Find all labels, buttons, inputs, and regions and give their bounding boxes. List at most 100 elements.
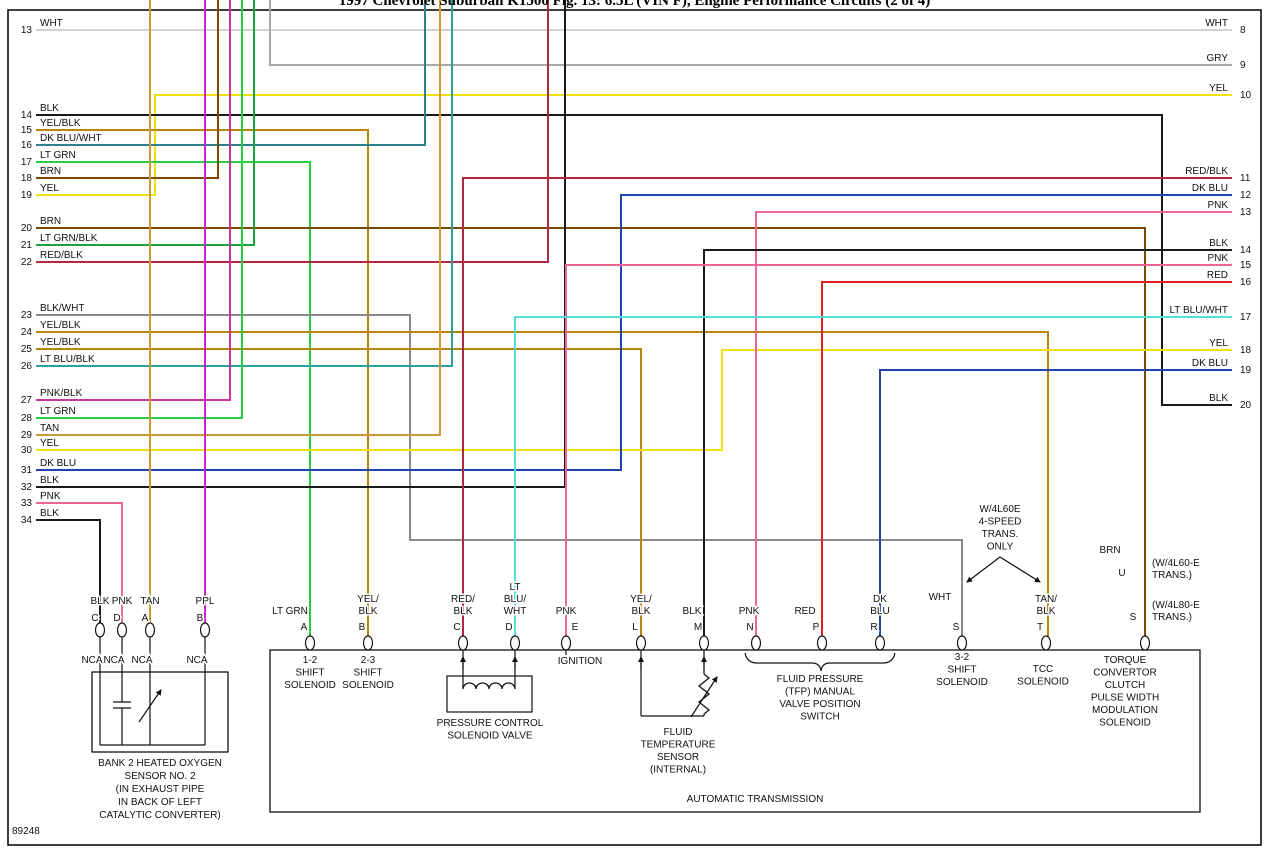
wire-yelblk-25-to-l — [36, 348, 642, 636]
component-label: PULSE WIDTH — [1091, 693, 1159, 704]
terminal-letter: N — [746, 622, 753, 633]
right-pin-label: RED/BLK — [1185, 166, 1228, 177]
wire-dkblu-31-to-12 — [36, 194, 1232, 471]
left-pin-label: TAN — [40, 423, 59, 434]
component-label: SOLENOID — [342, 680, 394, 691]
right-pin-label: RED — [1207, 270, 1228, 281]
right-pin-number: 14 — [1240, 245, 1252, 256]
o2-sensor-caption: CATALYTIC CONVERTER) — [99, 810, 221, 821]
terminal-color-label: BLK — [683, 606, 702, 617]
o2-nca-label: NCA — [186, 655, 207, 666]
wire-blk-14-to-20 — [36, 114, 1232, 406]
component-label: SWITCH — [800, 712, 839, 723]
left-pin-number: 21 — [21, 240, 33, 251]
right-pin-label: PNK — [1207, 200, 1228, 211]
terminal-letter: M — [694, 622, 702, 633]
left-pin-label: PNK/BLK — [40, 388, 83, 399]
right-pin-label: DK BLU — [1192, 183, 1228, 194]
right-pin-number: 18 — [1240, 345, 1252, 356]
terminal-color-label: WHT — [929, 592, 952, 603]
terminal-letter: T — [1037, 622, 1043, 633]
left-pin-number: 31 — [21, 465, 33, 476]
terminal-color-label: LT GRN — [272, 606, 308, 617]
left-pin-number: 15 — [21, 125, 33, 136]
right-pin-label: LT BLU/WHT — [1169, 305, 1228, 316]
terminal-color-label: BLK — [359, 606, 378, 617]
terminal-color-label: BLK — [632, 606, 651, 617]
component-label: CONVERTOR — [1093, 668, 1157, 679]
left-pin-number: 17 — [21, 157, 33, 168]
left-pin-number: 14 — [21, 110, 33, 121]
terminal-N — [750, 635, 762, 651]
terminal-color-label: PNK — [739, 606, 760, 617]
component-label: SOLENOID — [1099, 718, 1151, 729]
left-pin-label: DK BLU — [40, 458, 76, 469]
left-pin-number: 25 — [21, 344, 33, 355]
terminal-color-label: LT — [510, 582, 521, 593]
right-pin-number: 9 — [1240, 60, 1246, 71]
component-label: 2-3 — [361, 655, 376, 666]
wire-pnk-15-to-e — [565, 264, 1232, 636]
component-label: VALVE POSITION — [779, 699, 860, 710]
wire-pnkblk-27-to-top — [36, 0, 231, 401]
right-pin-number: 20 — [1240, 400, 1252, 411]
terminal-letter: C — [453, 622, 460, 633]
component-label: (INTERNAL) — [650, 765, 706, 776]
right-pin-number: 13 — [1240, 207, 1252, 218]
right-pin-label: YEL — [1209, 338, 1228, 349]
o2-sensor-caption: BANK 2 HEATED OXYGEN — [98, 758, 222, 769]
left-pin-number: 27 — [21, 395, 33, 406]
transmission-caption: AUTOMATIC TRANSMISSION — [687, 794, 824, 805]
terminal-color-label: BLK — [1037, 606, 1056, 617]
terminal-T — [1040, 635, 1052, 651]
o2-terminal-B — [199, 622, 211, 638]
terminal-letter: L — [632, 622, 638, 633]
component-label: SHIFT — [296, 668, 325, 679]
component-label: 3-2 — [955, 652, 970, 663]
left-pin-label: WHT — [40, 18, 63, 29]
terminal-letter: B — [359, 622, 366, 633]
terminal-M — [698, 635, 710, 651]
terminal-color-label: RED — [794, 606, 815, 617]
wire-tan-29-to-top — [36, 0, 441, 436]
s-terminal-note: TRANS.) — [1152, 612, 1192, 623]
note-4l60e: W/4L60E — [979, 504, 1020, 515]
wire-yel-30-to-18 — [36, 349, 1232, 451]
left-pin-label: LT GRN — [40, 406, 76, 417]
note-arrow-left — [966, 556, 1001, 583]
note-4l60e: 4-SPEED — [979, 517, 1022, 528]
component-label: PRESSURE CONTROL — [437, 718, 544, 729]
right-pin-label: GRY — [1207, 53, 1229, 64]
s-terminal-note: (W/4L80-E — [1152, 600, 1200, 611]
o2-nca-label: NCA — [103, 655, 124, 666]
u-terminal-color-label: BRN — [1099, 545, 1120, 556]
terminal-color-label: PNK — [556, 606, 577, 617]
tfp-brace — [744, 652, 896, 672]
component-label: FLUID — [664, 727, 693, 738]
left-pin-label: YEL — [40, 183, 59, 194]
thermistor-symbol — [697, 673, 711, 715]
wire-pnk-13-to-n — [755, 211, 1232, 636]
terminal-R — [874, 635, 886, 651]
o2-terminal-color-label: PNK — [112, 596, 133, 607]
terminal-color-label: YEL/ — [357, 594, 379, 605]
terminal-P — [816, 635, 828, 651]
component-label: SENSOR — [657, 752, 699, 763]
left-pin-label: LT GRN/BLK — [40, 233, 98, 244]
terminal-color-label: BLU/ — [504, 594, 526, 605]
wire-dkbluwht-16-to-top — [36, 0, 426, 146]
terminal-letter: A — [301, 622, 308, 633]
s-terminal-letter: S — [1130, 612, 1137, 623]
left-pin-label: BLK — [40, 508, 59, 519]
terminal-color-label: TAN/ — [1035, 594, 1057, 605]
pressure-control-box — [446, 675, 533, 713]
left-pin-number: 24 — [21, 327, 33, 338]
note-4l60e: TRANS. — [982, 529, 1019, 540]
right-pin-label: BLK — [1209, 238, 1228, 249]
o2-terminal-color-label: PPL — [196, 596, 215, 607]
u-terminal-letter: U — [1118, 568, 1125, 579]
thermistor-arr — [690, 676, 718, 718]
terminal-letter: S — [953, 622, 960, 633]
component-label: SOLENOID — [284, 680, 336, 691]
